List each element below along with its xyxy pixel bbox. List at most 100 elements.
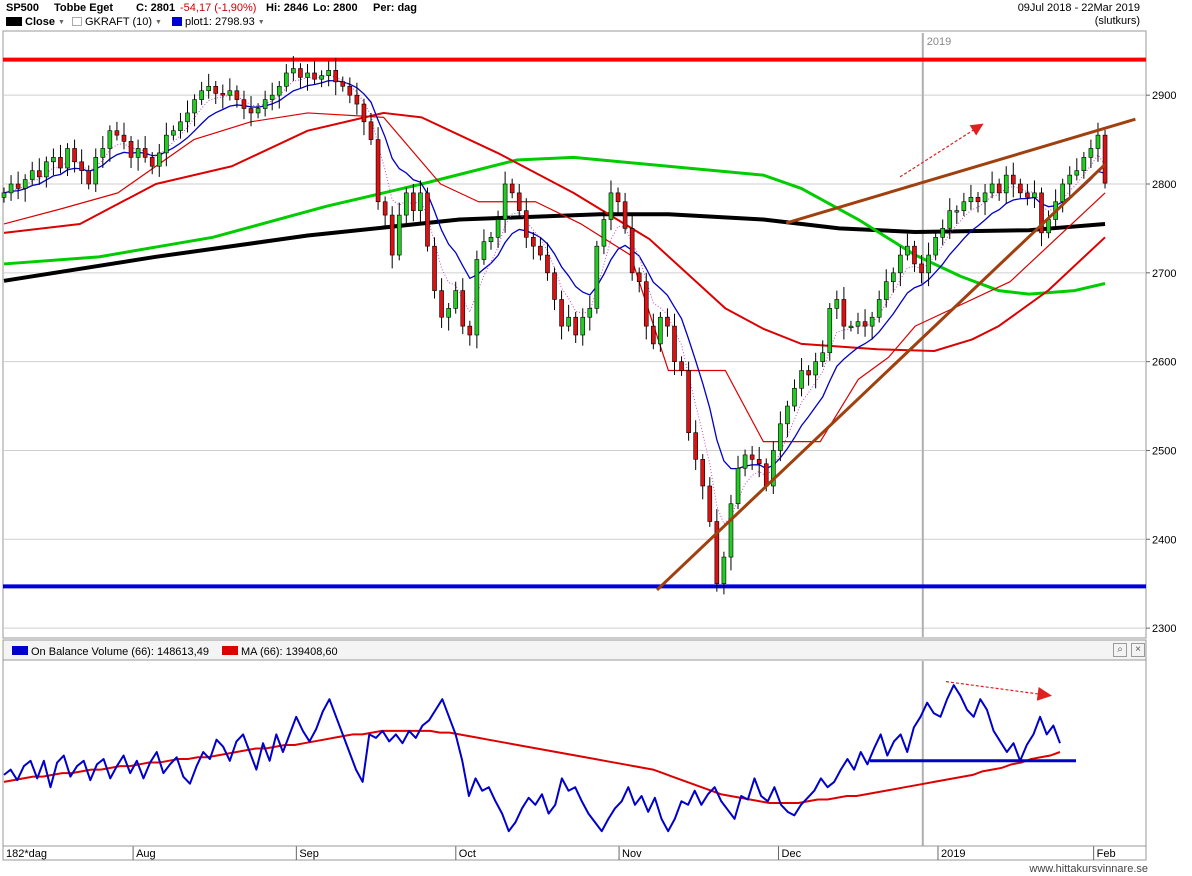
obv-swatch <box>12 646 28 655</box>
candle-down <box>1018 183 1023 194</box>
close-value: C: 2801 <box>136 2 176 14</box>
candle-up <box>269 94 275 100</box>
candle-up <box>284 72 289 87</box>
candle-down <box>714 521 720 585</box>
candle-down <box>220 93 226 96</box>
x-axis: Aug Sep Oct Nov Dec 2019 Feb 182*dag <box>3 845 1146 860</box>
y-tick-label: 2800 <box>1152 179 1176 191</box>
candle-down <box>538 245 543 256</box>
candle-down <box>460 290 466 327</box>
symbol-label: SP500 <box>6 2 40 14</box>
candle-down <box>763 463 769 487</box>
candle-up <box>735 467 741 505</box>
candle-up <box>171 130 176 136</box>
footer-url: www.hittakursvinnare.se <box>1029 863 1148 875</box>
candle-up <box>51 157 56 163</box>
candle-up <box>1003 174 1009 194</box>
candle-up <box>876 299 882 318</box>
candle-up <box>1081 157 1087 171</box>
candle-down <box>142 148 148 158</box>
candle-down <box>467 325 473 336</box>
legend-gkraft-label: GKRAFT (10) <box>85 16 153 28</box>
moving-average-line <box>3 111 1106 352</box>
candle-up <box>326 70 331 76</box>
candle-down <box>523 210 529 238</box>
candle-down <box>651 325 656 345</box>
period-value: Per: dag <box>373 2 418 14</box>
candle-up <box>192 99 197 114</box>
candle-up <box>834 299 840 309</box>
candle-up <box>1046 219 1051 234</box>
obv-ma-line <box>3 729 1061 805</box>
candle-up <box>418 192 423 211</box>
legend-close[interactable]: Close ▼ <box>6 16 65 28</box>
candle-down <box>1102 134 1108 184</box>
zoom-icon[interactable]: ⌕ <box>1113 643 1127 657</box>
candle-up <box>933 236 938 256</box>
obv-line <box>3 684 1061 833</box>
candle-down <box>241 99 247 109</box>
candle-up <box>1067 174 1073 185</box>
x-tick-label: Sep <box>299 848 319 860</box>
legend-plot1[interactable]: plot1: 2798.93 ▼ <box>172 16 265 28</box>
trendline <box>785 117 1136 225</box>
price-series <box>1 56 1146 595</box>
close-icon[interactable]: × <box>1131 643 1145 657</box>
candle-down <box>531 236 536 247</box>
candle-down <box>432 245 437 291</box>
legend-gkraft[interactable]: GKRAFT (10) ▼ <box>72 16 162 28</box>
candle-up <box>940 228 945 238</box>
candle-up <box>608 192 614 220</box>
candle-up <box>898 254 903 274</box>
y-tick-label: 2500 <box>1152 445 1176 457</box>
year-marker-label: 2019 <box>927 36 951 48</box>
date-range: 09Jul 2018 - 22Mar 2019 <box>1017 2 1140 14</box>
candle-down <box>312 72 317 80</box>
candle-down <box>333 70 339 83</box>
candle-up <box>785 405 790 425</box>
candle-down <box>149 157 155 167</box>
candle-down <box>234 90 240 100</box>
change-value: -54,17 (-1,90%) <box>180 2 257 14</box>
candle-up <box>1095 134 1101 149</box>
legend-close-label: Close <box>25 16 55 28</box>
candle-up <box>65 148 70 169</box>
candle-down <box>862 321 868 327</box>
candle-down <box>841 299 847 327</box>
candle-up <box>848 325 854 328</box>
indicator-header-bar <box>2 639 1147 661</box>
candle-down <box>573 316 578 336</box>
candle-down <box>128 141 134 158</box>
candle-up <box>813 361 818 376</box>
candle-up <box>262 99 268 109</box>
candle-up <box>481 241 487 260</box>
x-tick-label: Oct <box>459 848 476 860</box>
candle-down <box>636 272 642 283</box>
candle-up <box>968 197 974 203</box>
y-tick-label: 2400 <box>1152 534 1176 546</box>
candle-up <box>891 272 896 283</box>
candle-down <box>665 316 670 327</box>
dropdown-icon: ▼ <box>155 19 162 26</box>
candle-down <box>361 103 367 123</box>
candle-down <box>354 94 360 105</box>
chart-header: SP500 Tobbe Eget C: 2801 -54,17 (-1,90%)… <box>0 0 1148 32</box>
candle-up <box>107 130 113 149</box>
moving-average-line <box>3 212 1106 283</box>
candle-down <box>15 183 21 189</box>
trendline <box>655 163 1107 592</box>
candle-up <box>658 316 663 345</box>
y-tick-label: 2300 <box>1152 623 1176 635</box>
gkraft-swatch <box>72 17 82 26</box>
candle-down <box>509 183 515 194</box>
candle-down <box>86 170 91 185</box>
close-swatch <box>6 17 22 26</box>
indicator-plot-frame <box>2 639 1147 861</box>
moving-average-line <box>3 155 1106 296</box>
candle-up <box>22 179 28 189</box>
candle-up <box>855 321 861 327</box>
y-tick-label: 2600 <box>1152 357 1176 369</box>
candle-up <box>164 134 169 154</box>
candle-down <box>1025 192 1030 198</box>
